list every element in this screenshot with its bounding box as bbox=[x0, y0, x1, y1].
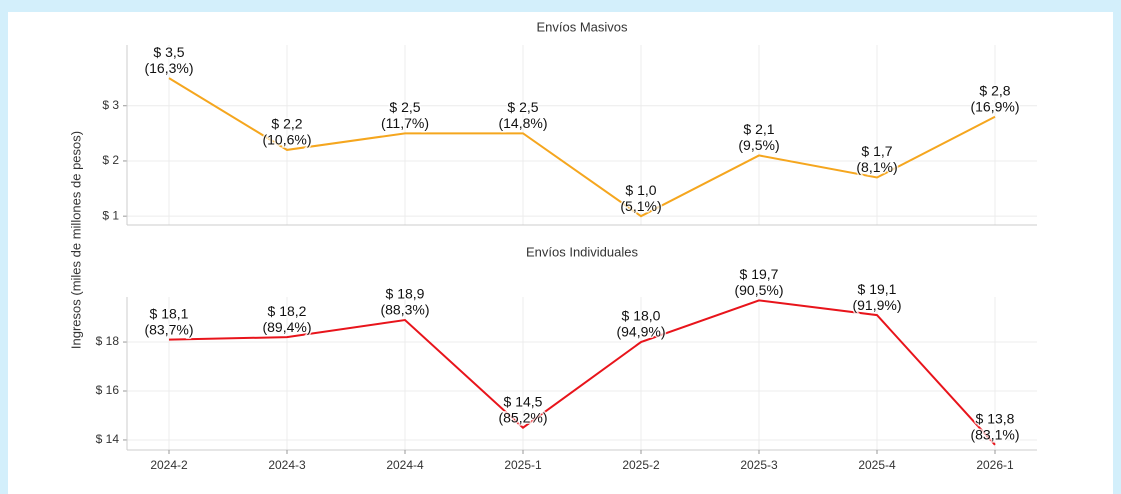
share-label: (89,4%) bbox=[262, 319, 311, 335]
y-tick-label: $ 3 bbox=[102, 98, 119, 112]
share-label: (16,3%) bbox=[144, 60, 193, 76]
share-label: (85,2%) bbox=[498, 409, 547, 425]
data-label: $ 2,8 bbox=[979, 82, 1010, 98]
subplot-title: Envíos Individuales bbox=[526, 244, 639, 259]
y-tick-label: $ 2 bbox=[102, 153, 119, 167]
x-tick-label: 2024-4 bbox=[386, 458, 424, 472]
data-label: $ 19,7 bbox=[740, 266, 779, 282]
y-tick-label: $ 14 bbox=[96, 432, 120, 446]
x-tick-label: 2025-4 bbox=[858, 458, 896, 472]
y-axis-label: Ingresos (miles de millones de pesos) bbox=[68, 131, 83, 349]
data-label: $ 2,1 bbox=[743, 121, 774, 137]
data-label: $ 2,5 bbox=[507, 99, 538, 115]
y-tick-label: $ 18 bbox=[96, 334, 120, 348]
data-label: $ 18,9 bbox=[386, 286, 425, 302]
data-label: $ 13,8 bbox=[976, 411, 1015, 427]
share-label: (8,1%) bbox=[856, 159, 897, 175]
share-label: (94,9%) bbox=[616, 324, 665, 340]
data-label: $ 1,0 bbox=[625, 182, 656, 198]
data-label: $ 18,2 bbox=[268, 303, 307, 319]
share-label: (91,9%) bbox=[852, 297, 901, 313]
data-label: $ 2,2 bbox=[271, 116, 302, 132]
x-tick-label: 2026-1 bbox=[976, 458, 1014, 472]
share-label: (83,1%) bbox=[970, 427, 1019, 443]
x-tick-label: 2024-3 bbox=[268, 458, 306, 472]
share-label: (14,8%) bbox=[498, 115, 547, 131]
share-label: (83,7%) bbox=[144, 321, 193, 337]
subplot-title: Envíos Masivos bbox=[536, 19, 628, 34]
share-label: (90,5%) bbox=[734, 282, 783, 298]
x-tick-label: 2025-2 bbox=[622, 458, 660, 472]
share-label: (5,1%) bbox=[620, 198, 661, 214]
data-label: $ 14,5 bbox=[504, 393, 543, 409]
data-label: $ 3,5 bbox=[153, 44, 184, 60]
data-label: $ 1,7 bbox=[861, 143, 892, 159]
data-label: $ 19,1 bbox=[858, 281, 897, 297]
data-label: $ 2,5 bbox=[389, 99, 420, 115]
data-label: $ 18,0 bbox=[622, 308, 661, 324]
line bbox=[168, 299, 996, 446]
x-tick-label: 2024-2 bbox=[150, 458, 188, 472]
line bbox=[168, 77, 996, 218]
y-tick-label: $ 1 bbox=[102, 208, 119, 222]
share-label: (11,7%) bbox=[381, 115, 429, 131]
data-label: $ 18,1 bbox=[150, 305, 189, 321]
share-label: (16,9%) bbox=[970, 98, 1019, 114]
x-tick-label: 2025-3 bbox=[740, 458, 778, 472]
share-label: (10,6%) bbox=[262, 132, 311, 148]
y-tick-label: $ 16 bbox=[96, 383, 120, 397]
share-label: (9,5%) bbox=[738, 137, 779, 153]
share-label: (88,3%) bbox=[380, 302, 429, 318]
x-tick-label: 2025-1 bbox=[504, 458, 542, 472]
